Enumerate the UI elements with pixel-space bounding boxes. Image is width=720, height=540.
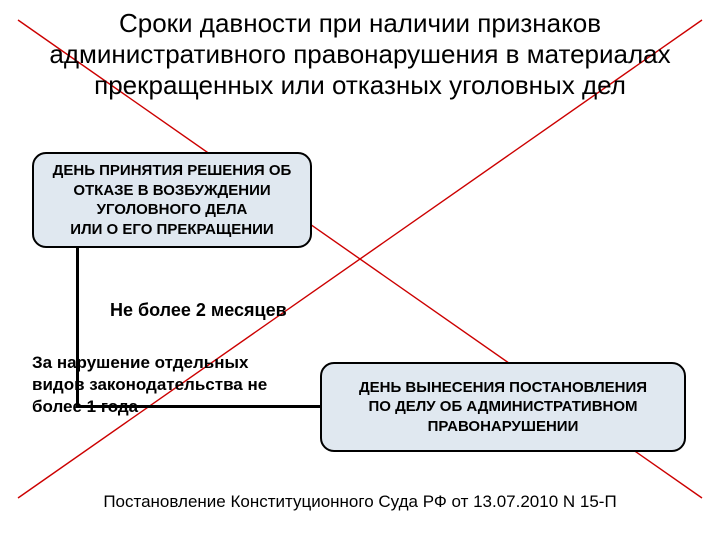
exception-note: За нарушение отдельных видов законодател… <box>32 352 302 418</box>
box-decision-day-text: ДЕНЬ ПРИНЯТИЯ РЕШЕНИЯ ОБ ОТКАЗЕ В ВОЗБУЖ… <box>46 161 298 239</box>
box-ruling-day-text: ДЕНЬ ВЫНЕСЕНИЯ ПОСТАНОВЛЕНИЯ ПО ДЕЛУ ОБ … <box>334 378 672 437</box>
duration-label: Не более 2 месяцев <box>110 300 287 321</box>
citation-footer: Постановление Конституционного Суда РФ о… <box>0 492 720 512</box>
box-ruling-day: ДЕНЬ ВЫНЕСЕНИЯ ПОСТАНОВЛЕНИЯ ПО ДЕЛУ ОБ … <box>320 362 686 452</box>
box-decision-day: ДЕНЬ ПРИНЯТИЯ РЕШЕНИЯ ОБ ОТКАЗЕ В ВОЗБУЖ… <box>32 152 312 248</box>
page-title: Сроки давности при наличии признаков адм… <box>0 0 720 102</box>
